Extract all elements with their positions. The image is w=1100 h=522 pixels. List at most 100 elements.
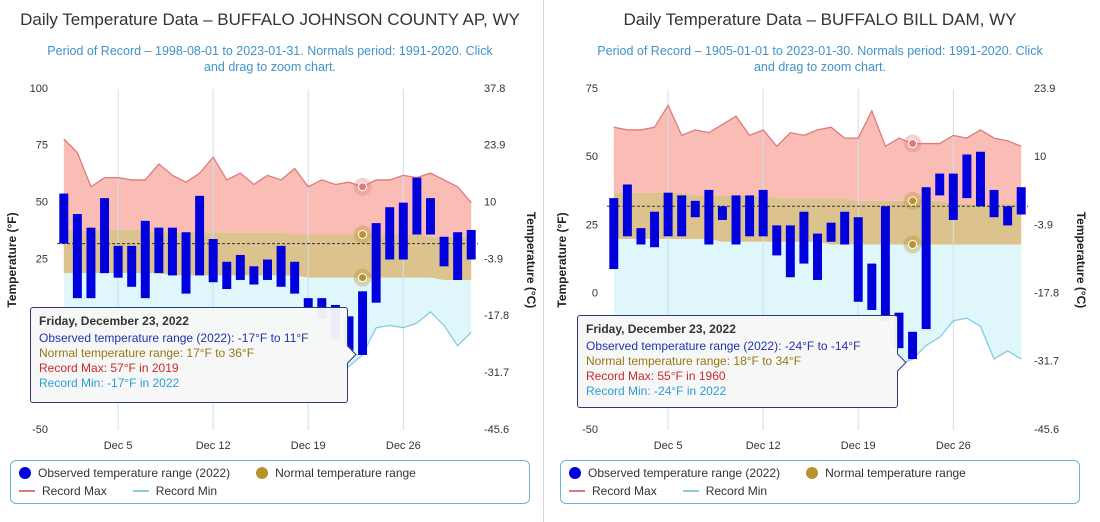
y2-tick-label: -45.6 <box>484 424 509 436</box>
range-bar <box>453 232 463 280</box>
tooltip-line: Record Max: 55°F in 1960 <box>586 369 726 383</box>
range-bar <box>412 177 422 235</box>
range-bar <box>690 200 700 218</box>
range-bar <box>663 192 673 237</box>
chart-subtitle[interactable]: Period of Record – 1998-08-01 to 2023-01… <box>47 44 493 74</box>
normal-high-point <box>358 229 368 239</box>
y2-tick-label: -31.7 <box>1034 356 1059 368</box>
tooltip-line: Record Min: -24°F in 2022 <box>586 384 727 398</box>
y2-tick-label: 10 <box>484 197 496 209</box>
range-bar <box>127 245 137 287</box>
legend-item[interactable]: Record Min <box>682 484 767 498</box>
range-bar <box>609 198 619 270</box>
legend-marker <box>19 490 35 492</box>
legend-item[interactable]: Normal temperature range <box>256 466 416 480</box>
range-bar <box>921 187 931 330</box>
range-bar <box>989 189 999 218</box>
tooltip-title: Friday, December 23, 2022 <box>586 322 736 336</box>
y2-tick-label: -3.9 <box>1034 219 1053 231</box>
range-bar <box>425 198 435 235</box>
range-bar <box>745 195 755 237</box>
range-bar <box>154 227 164 274</box>
range-bar <box>853 217 863 302</box>
tooltip-line: Record Min: -17°F in 2022 <box>39 376 180 390</box>
range-bar <box>100 198 110 274</box>
record-max-line <box>613 103 1022 148</box>
y2-tick-label: -17.8 <box>1034 288 1059 300</box>
chart-title: Daily Temperature Data – BUFFALO BILL DA… <box>623 10 1017 29</box>
y2-tick-label: -3.9 <box>484 253 503 265</box>
legend-marker <box>19 467 31 479</box>
y-tick-label: 75 <box>36 140 48 152</box>
divider <box>543 0 544 522</box>
range-bar <box>208 239 218 283</box>
legend-item[interactable]: Record Max <box>19 484 107 498</box>
range-bar <box>195 195 205 276</box>
legend-marker <box>256 467 269 479</box>
legend-item[interactable]: Record Min <box>132 484 217 498</box>
range-bar <box>785 225 795 278</box>
record-max-point <box>358 182 368 192</box>
range-bar <box>908 331 918 360</box>
tooltip-line: Observed temperature range (2022): -17°F… <box>39 331 309 345</box>
range-bar <box>799 211 809 264</box>
legend-marker <box>806 467 819 479</box>
range-bar <box>813 233 822 280</box>
range-bar <box>86 227 96 299</box>
x-tick-label: Dec 5 <box>654 440 683 452</box>
y-tick-label: -50 <box>582 424 598 436</box>
x-tick-label: Dec 12 <box>196 440 231 452</box>
legend-label: Normal temperature range <box>275 466 416 480</box>
range-bar <box>867 263 877 310</box>
y2-tick-label: 23.9 <box>1034 83 1055 95</box>
range-bar <box>704 189 714 245</box>
record-max-line <box>63 138 472 204</box>
y-tick-label: 50 <box>586 151 598 163</box>
range-bar <box>303 298 313 308</box>
legend-item[interactable]: Normal temperature range <box>806 466 966 480</box>
legend-label: Observed temperature range (2022) <box>38 466 231 480</box>
range-bar <box>263 259 272 280</box>
range-bar <box>59 193 69 244</box>
y2-tick-label: -31.7 <box>484 367 509 379</box>
legend-item[interactable]: Record Max <box>569 484 657 498</box>
y2-tick-label: 23.9 <box>484 140 505 152</box>
range-bar <box>948 173 958 220</box>
tooltip-line: Observed temperature range (2022): -24°F… <box>586 339 861 353</box>
y2-tick-label: 10 <box>1034 151 1046 163</box>
legend-item[interactable]: Observed temperature range (2022) <box>569 466 780 480</box>
range-bar <box>222 261 232 290</box>
legend-label: Normal temperature range <box>825 466 966 480</box>
range-bar <box>466 229 476 260</box>
x-tick-label: Dec 5 <box>104 440 133 452</box>
y-tick-label: 100 <box>30 83 48 95</box>
tooltip: Friday, December 23, 2022 Observed temper… <box>577 315 907 408</box>
normal-band <box>613 192 1022 245</box>
range-bar <box>622 184 632 237</box>
range-bar <box>290 261 300 294</box>
legend: Observed temperature range (2022) Normal … <box>10 460 530 504</box>
range-bar <box>140 220 150 299</box>
y-axis-title: Temperature (°F) <box>5 212 19 307</box>
range-bar <box>935 173 945 196</box>
range-bar <box>72 214 82 299</box>
range-bar <box>636 228 646 245</box>
range-bar <box>439 236 449 267</box>
tooltip-line: Normal temperature range: 18°F to 34°F <box>586 354 802 368</box>
range-bar <box>731 195 741 245</box>
x-tick-label: Dec 12 <box>746 440 781 452</box>
chart-title: Daily Temperature Data – BUFFALO JOHNSON… <box>20 10 520 29</box>
range-bar <box>1016 187 1026 215</box>
tooltip-line: Normal temperature range: 17°F to 36°F <box>39 346 255 360</box>
y-tick-label: 0 <box>592 288 598 300</box>
legend-item[interactable]: Observed temperature range (2022) <box>19 466 230 480</box>
x-tick-label: Dec 19 <box>291 440 326 452</box>
legend: Observed temperature range (2022) Normal … <box>560 460 1080 504</box>
y-tick-label: -50 <box>32 424 48 436</box>
range-bar <box>113 245 123 278</box>
y2-tick-label: -45.6 <box>1034 424 1059 436</box>
chart-subtitle[interactable]: Period of Record – 1905-01-01 to 2023-01… <box>597 44 1043 74</box>
